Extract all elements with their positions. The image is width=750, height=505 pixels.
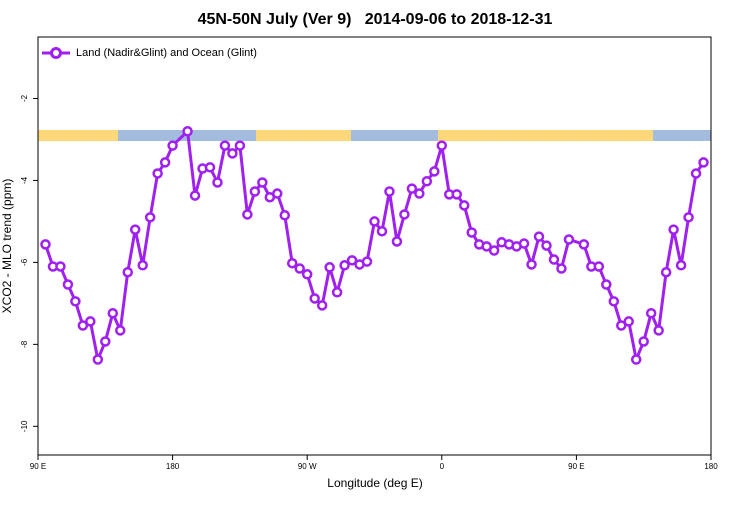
data-point	[122, 266, 133, 278]
data-point	[77, 320, 89, 331]
data-point	[339, 260, 350, 271]
data-point	[429, 166, 440, 177]
data-point	[593, 261, 605, 272]
data-point	[62, 279, 74, 290]
data-point	[406, 183, 418, 194]
data-point	[436, 140, 448, 151]
data-point	[227, 148, 238, 159]
data-point	[152, 168, 163, 179]
data-point	[683, 212, 694, 223]
data-point	[129, 224, 141, 235]
data-point	[466, 227, 477, 238]
x-tick-label: 0	[440, 462, 445, 471]
data-point	[660, 266, 672, 278]
data-point	[294, 263, 305, 274]
data-point	[391, 236, 403, 247]
chart-title: 45N-50N July (Ver 9) 2014-09-06 to 2018-…	[198, 11, 553, 28]
data-point	[414, 188, 425, 199]
data-point	[212, 177, 223, 188]
data-point	[698, 157, 709, 168]
data-point	[481, 241, 492, 252]
data-point	[144, 212, 156, 223]
data-point	[55, 261, 66, 272]
data-point	[526, 259, 537, 270]
data-point	[204, 162, 216, 173]
data-point	[115, 325, 126, 336]
data-point	[249, 186, 261, 197]
data-point	[189, 190, 201, 201]
data-point	[541, 240, 552, 251]
y-tick-label: -2	[20, 94, 29, 102]
data-point	[630, 354, 642, 365]
data-point	[668, 224, 679, 235]
data-point	[548, 254, 560, 265]
data-point	[279, 210, 291, 221]
data-point	[675, 260, 687, 271]
data-point	[324, 262, 335, 273]
data-point	[488, 245, 500, 256]
y-tick-label: -4	[20, 176, 29, 184]
data-point	[451, 189, 463, 200]
y-tick-label: -6	[20, 258, 29, 266]
plot-frame	[37, 36, 712, 456]
data-point	[399, 209, 410, 220]
data-point	[518, 238, 530, 249]
data-point	[167, 140, 178, 151]
data-point	[384, 186, 395, 197]
data-point	[159, 157, 171, 168]
data-point	[70, 296, 81, 307]
y-axis-label: XCO2 - MLO trend (ppm)	[0, 179, 14, 314]
data-point	[638, 336, 649, 347]
x-tick-label: 90 W	[298, 462, 317, 471]
data-point	[301, 269, 313, 280]
data-point	[137, 260, 148, 271]
y-tick-label: -10	[20, 420, 29, 432]
data-point	[421, 176, 433, 187]
data-point	[346, 255, 358, 266]
data-point	[361, 256, 373, 267]
data-point	[242, 209, 253, 220]
data-point	[533, 231, 545, 242]
data-point	[556, 263, 567, 274]
data-point	[578, 239, 590, 250]
data-point	[100, 336, 111, 347]
data-point	[369, 216, 380, 227]
data-point	[645, 307, 657, 319]
data-point	[85, 316, 96, 327]
data-point	[563, 234, 575, 245]
x-tick-label: 180	[704, 462, 718, 471]
data-point	[458, 200, 470, 211]
data-point	[601, 279, 612, 290]
legend: Land (Nadir&Glint) and Ocean (Glint)	[42, 47, 257, 59]
data-point	[316, 300, 328, 311]
legend-label: Land (Nadir&Glint) and Ocean (Glint)	[76, 47, 257, 59]
data-point	[272, 188, 283, 199]
data-point	[182, 126, 193, 137]
x-tick-label: 180	[166, 462, 180, 471]
land-ocean-strip	[38, 130, 711, 141]
data-point	[623, 316, 634, 327]
data-point	[653, 325, 664, 336]
data-point	[608, 296, 620, 307]
data-point	[309, 293, 320, 304]
data-point	[107, 307, 119, 319]
data-point	[690, 168, 702, 179]
data-point	[376, 225, 388, 237]
y-tick-label: -8	[20, 340, 29, 348]
data-point	[257, 177, 268, 188]
x-tick-label: 90 E	[568, 462, 584, 471]
data-point	[219, 140, 231, 151]
data-point	[40, 239, 51, 250]
series-line	[44, 128, 705, 365]
data-point	[92, 354, 104, 365]
data-point	[286, 257, 298, 269]
data-point	[616, 320, 627, 331]
data-point	[234, 140, 246, 151]
x-tick-label: 90 E	[30, 462, 46, 471]
x-axis-label: Longitude (deg E)	[327, 476, 422, 490]
data-point	[331, 287, 343, 298]
